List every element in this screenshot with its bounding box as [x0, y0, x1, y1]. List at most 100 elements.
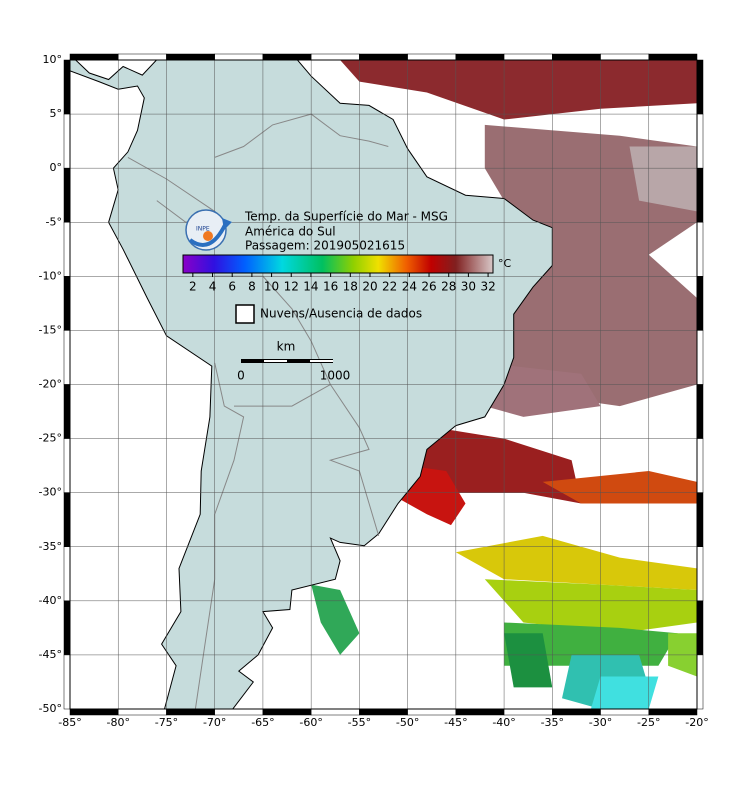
- frame-border: [69, 59, 698, 710]
- colorbar-tick-label: 26: [421, 280, 436, 294]
- x-tick-label: -55°: [348, 716, 371, 729]
- sst-patch: [629, 146, 697, 212]
- frame-segment: [63, 546, 71, 602]
- y-tick-label: 0°: [50, 161, 63, 174]
- colorbar-tick-label: 12: [284, 280, 299, 294]
- title-line: América do Sul: [245, 225, 336, 239]
- x-tick-label: -30°: [589, 716, 612, 729]
- y-tick-label: -30°: [39, 486, 62, 499]
- x-tick-label: -70°: [203, 716, 226, 729]
- frame-segment: [63, 438, 71, 493]
- colorbar-tick-label: 6: [228, 280, 236, 294]
- colorbar-tick-label: 20: [362, 280, 377, 294]
- colorbar-tick-label: 18: [343, 280, 358, 294]
- frame-segment: [696, 600, 704, 656]
- x-tick-label: -35°: [541, 716, 564, 729]
- x-tick-label: -40°: [492, 716, 515, 729]
- frame-segment: [69, 53, 119, 61]
- overlay: INPE Temp. da Superfície do Mar - MSG Am…: [182, 209, 512, 383]
- frame-segment: [696, 330, 704, 385]
- map-area: [70, 60, 697, 709]
- border: [328, 384, 380, 537]
- y-tick-label: -15°: [39, 323, 62, 336]
- scale-label: 0: [237, 369, 245, 383]
- frame-segment: [552, 53, 601, 61]
- colorbar-tick-label: 2: [189, 280, 197, 294]
- logo: INPE: [185, 209, 232, 251]
- sst-patch: [455, 535, 697, 590]
- frame-segment: [600, 53, 650, 61]
- colorbar: [182, 254, 494, 274]
- frame-segment: [696, 654, 704, 710]
- frame-segment: [503, 53, 553, 61]
- x-tick-label: -85°: [58, 716, 81, 729]
- frame-segment: [63, 59, 71, 115]
- colorbar-tick-label: 28: [441, 280, 456, 294]
- colorbar-tick-label: 4: [209, 280, 217, 294]
- frame-segment: [63, 167, 71, 223]
- sst-patch: [590, 676, 659, 709]
- frame-segment: [696, 222, 704, 277]
- frame-segment: [63, 330, 71, 385]
- frame-segment: [359, 708, 408, 716]
- frame-segment: [600, 708, 650, 716]
- frame-segment: [696, 167, 704, 223]
- y-tick-label: -10°: [39, 269, 62, 282]
- colorbar-tick-label: 10: [264, 280, 279, 294]
- frame-segment: [503, 708, 553, 716]
- frame-segment: [63, 492, 71, 547]
- frame-segment: [262, 708, 312, 716]
- frame-segment: [117, 708, 167, 716]
- logo-mark: INPE: [196, 226, 210, 233]
- x-tick-label: -50°: [396, 716, 419, 729]
- y-tick-label: -5°: [46, 215, 62, 228]
- frame-segment: [214, 708, 264, 716]
- frame-segment: [648, 53, 698, 61]
- colorbar-tick-label: 30: [461, 280, 476, 294]
- frame: [63, 53, 704, 716]
- sst-patch: [311, 584, 360, 655]
- x-tick-label: -65°: [251, 716, 274, 729]
- colorbar-tick-label: 8: [248, 280, 256, 294]
- y-tick-label: 5°: [50, 107, 63, 120]
- sst-patch: [484, 579, 697, 634]
- frame-segment: [696, 276, 704, 331]
- x-tick-label: -75°: [155, 716, 178, 729]
- frame-segment: [455, 708, 505, 716]
- x-tick-label: -25°: [637, 716, 660, 729]
- frame-segment: [166, 708, 215, 716]
- colorbar-tick-label: 32: [480, 280, 495, 294]
- frame-segment: [455, 53, 505, 61]
- frame-segment: [696, 59, 704, 115]
- y-tick-label: -20°: [39, 378, 62, 391]
- frame-segment: [117, 53, 167, 61]
- y-tick-label: -50°: [39, 702, 62, 715]
- frame-segment: [696, 113, 704, 169]
- colorbar-tick-label: 24: [402, 280, 417, 294]
- y-tick-label: -25°: [39, 432, 62, 445]
- frame-segment: [310, 708, 360, 716]
- frame-segment: [63, 654, 71, 710]
- frame-segment: [310, 53, 360, 61]
- frame-segment: [69, 708, 119, 716]
- colorbar-unit: °C: [498, 257, 512, 270]
- frame-segment: [696, 438, 704, 493]
- frame-segment: [262, 53, 312, 61]
- frame-segment: [696, 384, 704, 439]
- frame-segment: [359, 53, 408, 61]
- x-tick-label: -80°: [106, 716, 129, 729]
- frame-segment: [407, 708, 457, 716]
- x-tick-label: -60°: [299, 716, 322, 729]
- title-line: Passagem: 201905021615: [245, 239, 405, 253]
- frame-segment: [63, 222, 71, 277]
- scale-bar: [241, 359, 333, 363]
- frame-segment: [696, 492, 704, 547]
- sst-patch: [484, 362, 601, 417]
- frame-segment: [214, 53, 264, 61]
- title-line: Temp. da Superfície do Mar - MSG: [244, 210, 448, 224]
- frame-segment: [648, 708, 698, 716]
- sst-patch: [340, 60, 697, 120]
- frame-segment: [696, 546, 704, 602]
- sst-patch: [542, 471, 697, 504]
